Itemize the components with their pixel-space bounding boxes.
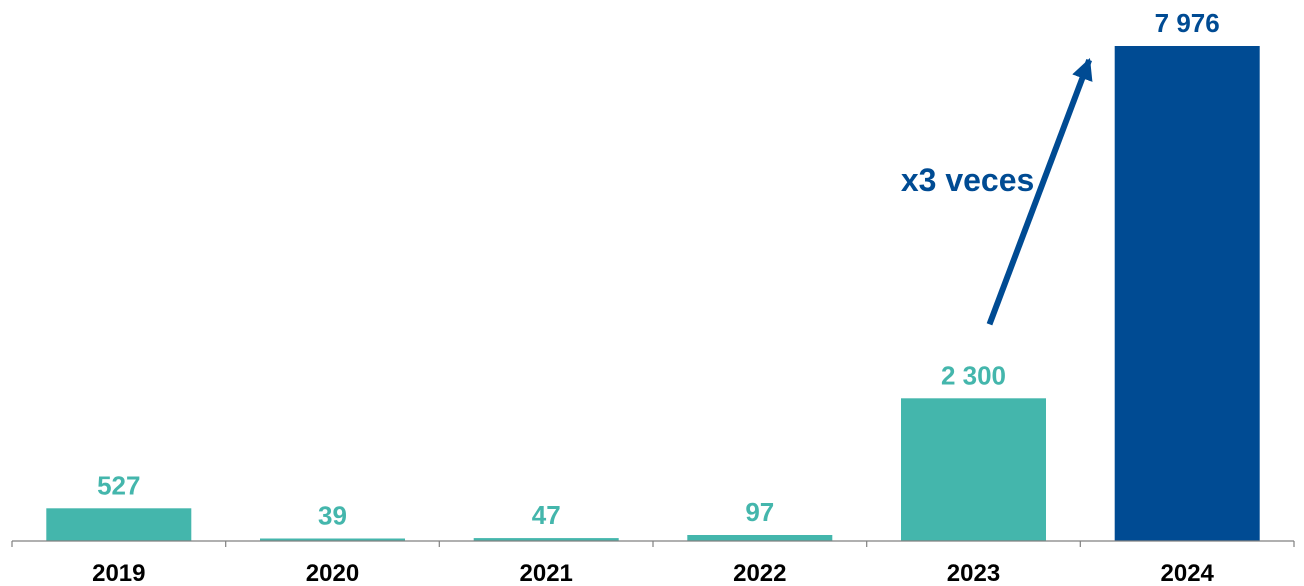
growth-arrow: [986, 57, 1093, 326]
x-tick-label-2023: 2023: [947, 560, 1000, 586]
annotation-label: x3 veces: [901, 162, 1034, 198]
bars-layer: [46, 46, 1260, 541]
growth-annotation: x3 veces: [901, 57, 1093, 326]
bar-2020: [260, 538, 405, 541]
value-label-2020: 39: [318, 501, 347, 531]
value-label-2021: 47: [532, 500, 561, 530]
value-label-2019: 527: [97, 470, 140, 500]
x-tick-label-2019: 2019: [92, 560, 145, 586]
value-label-2024: 7 976: [1155, 8, 1220, 38]
x-tick-label-2020: 2020: [306, 560, 359, 586]
x-tick-label-2022: 2022: [733, 560, 786, 586]
value-label-2022: 97: [745, 497, 774, 527]
bar-2021: [473, 538, 619, 541]
x-axis: 2019 2020 2021 2022 2023 2024: [11, 540, 1295, 586]
x-tick-label-2021: 2021: [520, 560, 573, 586]
bar-2019: [46, 508, 192, 541]
value-labels-layer: 527 39 47 97 2 300 7 976: [97, 8, 1220, 531]
x-tick-label-2024: 2024: [1161, 560, 1215, 586]
bar-2024: [1114, 46, 1260, 541]
value-label-2023: 2 300: [941, 360, 1006, 390]
bar-2023: [901, 398, 1046, 541]
bar-2022: [687, 535, 833, 541]
